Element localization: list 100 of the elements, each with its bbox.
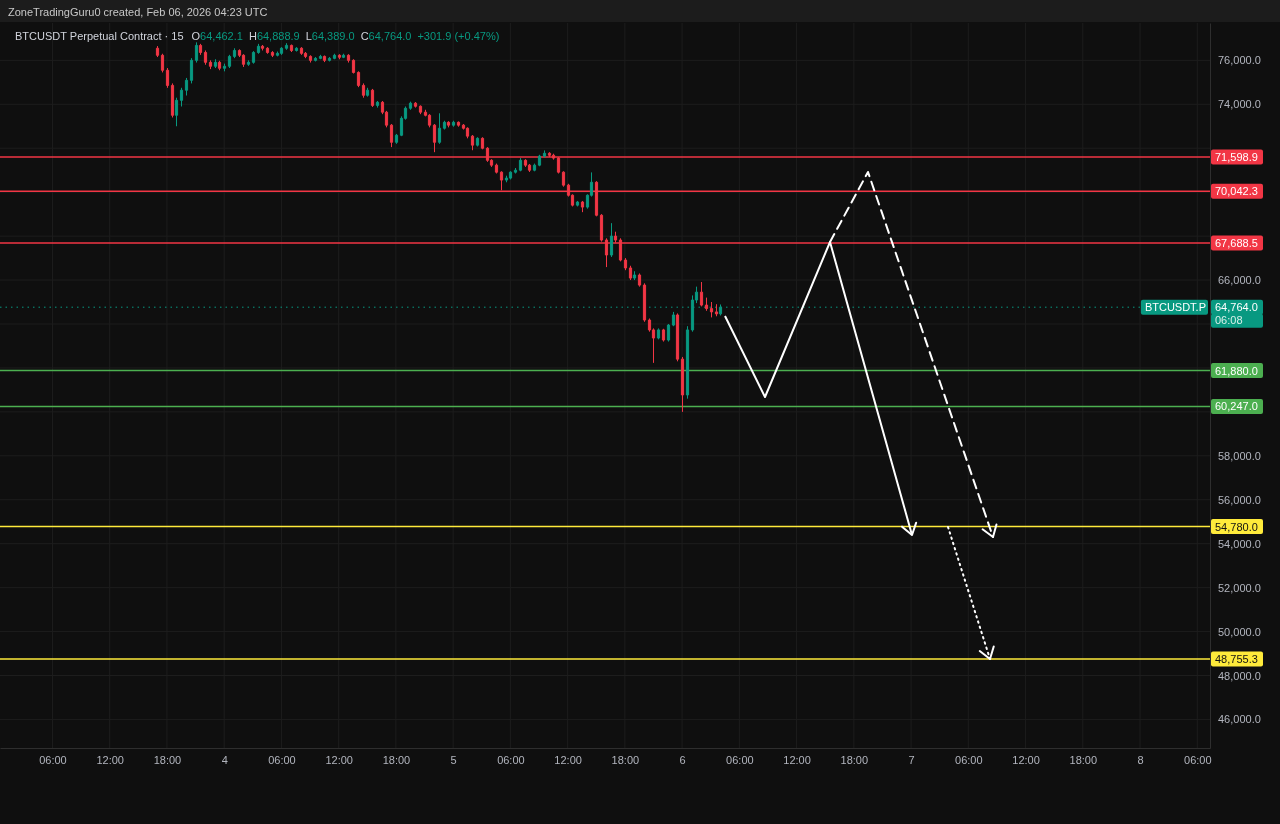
candlestick	[198, 43, 203, 56]
candlestick	[284, 42, 289, 51]
x-tick-label: 06:00	[497, 753, 525, 766]
candlestick	[532, 163, 537, 172]
text: ZoneTradingGuru0 created, Feb 06, 2026 04:23 UTC	[8, 6, 268, 18]
candlestick	[494, 163, 499, 174]
candlestick	[446, 120, 451, 128]
candlestick	[580, 200, 585, 213]
ref-line-label: 64,764.0	[1215, 301, 1258, 314]
candlestick	[260, 44, 265, 51]
candlestick	[217, 60, 222, 71]
candlestick	[332, 53, 337, 60]
candlestick	[375, 100, 380, 109]
candlestick	[561, 170, 566, 188]
x-tick-label: 4	[221, 753, 228, 766]
x-tick-label: 06:00	[39, 753, 67, 766]
annotation: L64,389.0	[305, 30, 355, 42]
candlestick	[632, 270, 637, 281]
candlestick	[327, 56, 332, 62]
x-tick-label: 12:00	[96, 753, 124, 766]
candlestick	[174, 97, 179, 127]
candlestick	[322, 55, 327, 63]
candlestick	[337, 53, 342, 60]
candlestick	[246, 59, 251, 67]
candlestick	[442, 120, 447, 131]
ref-line-label: 71,598.9	[1215, 151, 1258, 164]
candlestick	[227, 54, 232, 69]
annotation: H64,888.9	[248, 30, 300, 42]
x-tick-label: 8	[1137, 753, 1144, 766]
candlestick	[623, 257, 628, 271]
candlestick	[313, 56, 318, 62]
candlestick	[203, 49, 208, 66]
candlestick	[256, 43, 261, 55]
candlestick	[685, 325, 690, 400]
candlestick	[666, 323, 671, 343]
candlestick	[213, 58, 218, 69]
candlestick	[160, 53, 165, 73]
candlestick	[637, 272, 642, 288]
candlestick	[341, 53, 346, 59]
candlestick	[656, 327, 661, 340]
candlestick	[427, 113, 432, 128]
y-tick-label: 58,000.0	[1218, 449, 1261, 462]
y-tick-label: 56,000.0	[1218, 493, 1261, 506]
x-tick-label: 18:00	[611, 753, 640, 766]
x-tick-label: 12:00	[325, 753, 353, 766]
ref-line-label: 60,247.0	[1215, 400, 1258, 413]
x-tick-label: 18:00	[153, 753, 182, 766]
candlestick	[537, 154, 542, 167]
candlestick	[232, 47, 237, 59]
y-tick-label: 74,000.0	[1218, 98, 1261, 111]
candlestick	[508, 170, 513, 180]
candlestick	[361, 82, 366, 99]
candlestick	[418, 104, 423, 115]
x-tick-label: 06:00	[268, 753, 296, 766]
candlestick	[294, 46, 299, 53]
x-tick-label: 06:00	[955, 753, 983, 766]
candlestick	[718, 303, 723, 316]
x-tick-label: 7	[908, 753, 915, 766]
candlestick	[356, 70, 361, 88]
candlestick	[671, 311, 676, 327]
candlestick	[389, 123, 394, 148]
candlestick	[303, 51, 308, 59]
candlestick	[451, 120, 456, 128]
candlestick	[299, 46, 304, 56]
y-tick-label: 66,000.0	[1218, 274, 1261, 287]
x-tick-label: 06:00	[1184, 753, 1212, 766]
candlestick	[279, 46, 284, 56]
candlestick	[170, 82, 175, 118]
annotation: C64,764.0	[360, 30, 412, 42]
ref-line-label: 48,755.3	[1215, 652, 1258, 665]
candlestick	[251, 50, 256, 65]
candlestick	[165, 67, 170, 89]
candlestick	[661, 328, 666, 343]
candlestick	[513, 167, 518, 174]
candlestick	[241, 53, 246, 68]
x-tick-label: 06:00	[726, 753, 754, 766]
y-tick-label: 46,000.0	[1218, 713, 1261, 726]
ref-line-label: 61,880.0	[1215, 364, 1258, 377]
x-tick-label: 6	[679, 753, 686, 766]
candlestick	[265, 46, 270, 55]
candlestick	[289, 44, 294, 53]
candlestick	[480, 136, 485, 150]
candlestick	[470, 134, 475, 151]
candlestick	[628, 265, 633, 281]
x-tick-label: 18:00	[382, 753, 411, 766]
candlestick	[432, 123, 437, 153]
candlestick	[318, 54, 323, 60]
y-tick-label: 50,000.0	[1218, 625, 1261, 638]
x-tick-label: 18:00	[1069, 753, 1098, 766]
candlestick	[222, 63, 227, 72]
y-tick-label: 48,000.0	[1218, 669, 1261, 682]
annotation: BTCUSDT.P	[1144, 301, 1206, 314]
candlestick	[346, 53, 351, 64]
x-tick-label: 12:00	[1012, 753, 1040, 766]
candlestick	[365, 87, 370, 98]
y-tick-label: 76,000.0	[1218, 54, 1261, 67]
candlestick	[456, 120, 461, 128]
candlestick	[189, 57, 194, 84]
candlestick	[465, 126, 470, 139]
ref-line-label: 54,780.0	[1215, 520, 1258, 533]
